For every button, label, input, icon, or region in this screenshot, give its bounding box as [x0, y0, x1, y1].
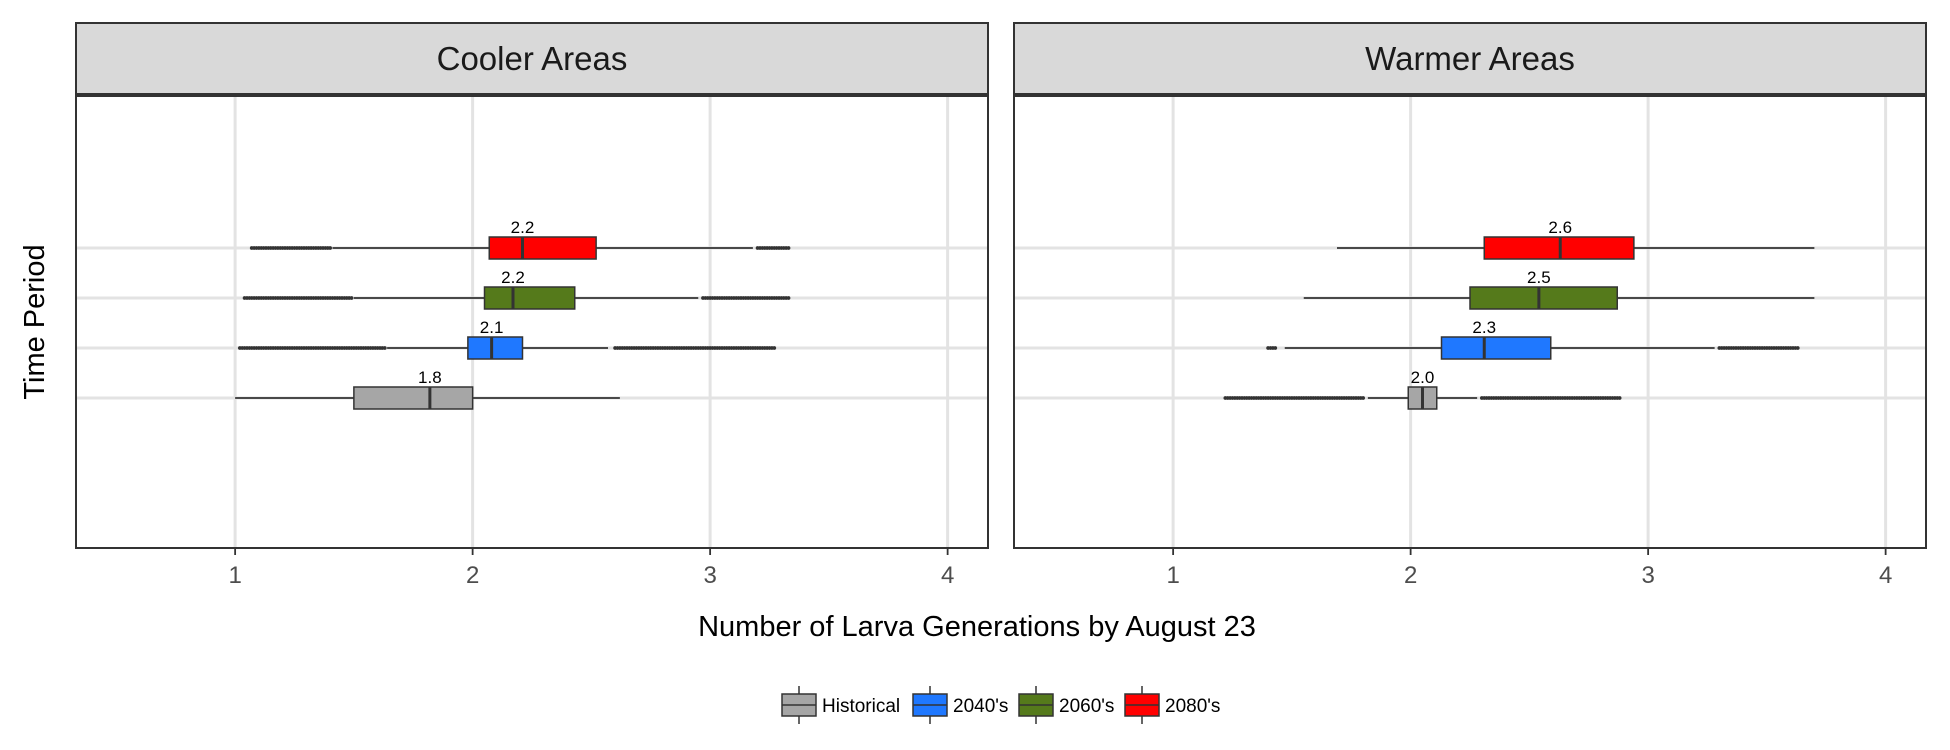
box-body — [483, 286, 576, 310]
legend-item-2080s: 2080's — [1124, 686, 1220, 724]
legend-item-2060s: 2060's — [1018, 686, 1114, 724]
median-label: 2.2 — [511, 218, 535, 237]
strip-title-cooler: Cooler Areas — [437, 40, 628, 77]
strip-title-warmer: Warmer Areas — [1365, 40, 1575, 77]
median-label: 2.3 — [1472, 318, 1496, 337]
x-tick-label: 3 — [703, 562, 716, 589]
box-cooler-2060s: 2.2 — [242, 268, 791, 310]
box-body — [1469, 286, 1618, 310]
median-label: 2.5 — [1527, 268, 1551, 287]
box-body — [488, 236, 597, 260]
box-warmer-historical: 2.0 — [1223, 368, 1622, 410]
box-cooler-historical: 1.8 — [235, 368, 620, 410]
legend-label: 2060's — [1059, 696, 1114, 717]
box-cooler-2080s: 2.2 — [249, 218, 791, 260]
box-body — [467, 336, 524, 360]
strip-warmer — [1013, 22, 1927, 95]
outlier-point-low — [328, 246, 333, 250]
outlier-point-high — [772, 346, 777, 350]
outlier-point-high — [1795, 346, 1800, 350]
panels-layer: 1.8 2.1 2.2 2.2 Cooler Areas 1 2 3 4 2.0 2.3 2.5 2.6… — [75, 22, 1927, 589]
box-warmer-2080s: 2.6 — [1337, 218, 1815, 260]
median-label: 2.1 — [480, 318, 504, 337]
legend-label: Historical — [822, 696, 900, 717]
x-tick-label: 3 — [1641, 562, 1654, 589]
panel-border — [75, 95, 989, 549]
panel-warmer: 2.0 2.3 2.5 2.6 Warmer Areas 1 2 3 4 — [1013, 22, 1927, 589]
outlier-point-low — [1361, 396, 1366, 400]
y-axis-title: Time Period — [19, 244, 51, 399]
x-tick-label: 1 — [228, 562, 241, 589]
outlier-point-low — [1273, 346, 1278, 350]
plot-background — [1014, 96, 1926, 548]
median-label: 2.2 — [501, 268, 525, 287]
x-tick-label: 2 — [466, 562, 479, 589]
outlier-point-low — [349, 296, 354, 300]
x-tick-label: 1 — [1166, 562, 1179, 589]
legend-label: 2040's — [953, 696, 1008, 717]
box-warmer-2040s: 2.3 — [1266, 318, 1800, 360]
outlier-point-high — [786, 296, 791, 300]
box-cooler-2040s: 2.1 — [237, 318, 777, 360]
legend-item-2040s: 2040's — [912, 686, 1008, 724]
median-label: 2.6 — [1548, 218, 1572, 237]
median-label: 1.8 — [418, 368, 442, 387]
legend-item-historical: Historical — [781, 686, 900, 724]
x-tick-label: 2 — [1404, 562, 1417, 589]
legend-label: 2080's — [1165, 696, 1220, 717]
outlier-point-low — [382, 346, 387, 350]
box-body — [353, 386, 474, 410]
box-warmer-2060s: 2.5 — [1303, 268, 1815, 310]
panel-border — [1013, 95, 1927, 549]
legend: Historical 2040's 2060's 2080's — [781, 686, 1220, 724]
outlier-point-high — [786, 246, 791, 250]
strip-cooler — [75, 22, 989, 95]
x-tick-label: 4 — [941, 562, 954, 589]
plot-background — [76, 96, 988, 548]
outlier-point-high — [1617, 396, 1622, 400]
box-body — [1440, 336, 1552, 360]
panel-cooler: 1.8 2.1 2.2 2.2 Cooler Areas 1 2 3 4 — [75, 22, 989, 589]
x-tick-label: 4 — [1879, 562, 1892, 589]
x-axis-title: Number of Larva Generations by August 23 — [698, 611, 1256, 643]
median-label: 2.0 — [1411, 368, 1435, 387]
